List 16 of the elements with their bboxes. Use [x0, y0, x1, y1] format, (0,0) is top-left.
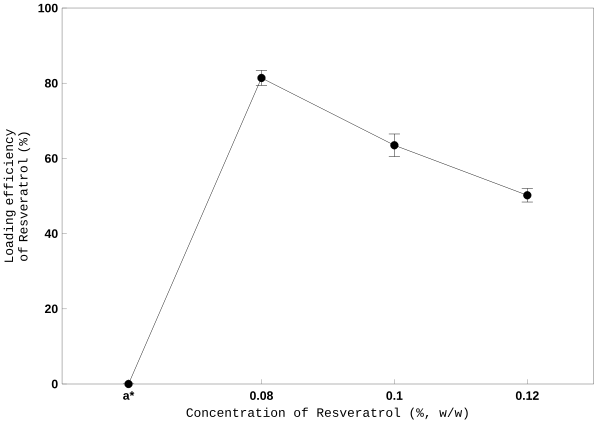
point	[124, 380, 133, 388]
y-tick-label: 80	[44, 78, 58, 88]
x-tick-label: 0.12	[516, 391, 539, 400]
x-axis-title: Concentration of Resveratrol (%, w/w)	[186, 407, 468, 420]
point	[523, 191, 532, 200]
point	[257, 74, 266, 82]
y-tick-label: 20	[44, 304, 58, 314]
y-tick-label: 60	[44, 154, 58, 163]
x-tick-label: 0.1	[386, 391, 403, 400]
y-tick-label: 40	[44, 229, 58, 238]
point	[390, 141, 399, 150]
x-tick-label: a*	[123, 391, 134, 400]
y-tick-label: 0	[52, 380, 58, 388]
y-tick-label: 100	[38, 4, 58, 12]
y-axis-title: Loading efficiency of Resveratrol (%)	[4, 128, 30, 262]
x-tick-label: 0.08	[250, 391, 273, 400]
